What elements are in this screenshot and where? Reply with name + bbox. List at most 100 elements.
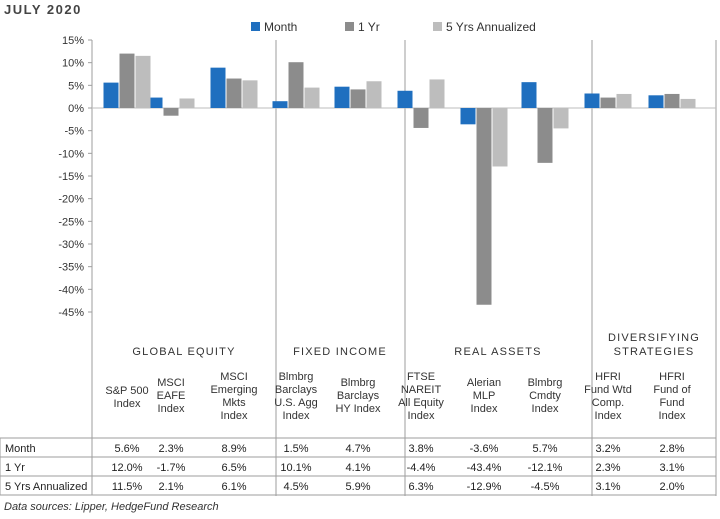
table-row-label: 5 Yrs Annualized [5,481,87,493]
table-cell: 5.9% [345,481,370,493]
bar-1-yr [537,108,553,163]
category-label: Barclays [337,390,380,402]
category-label: Index [471,403,498,415]
table-cell: -1.7% [157,462,186,474]
bar-month [272,101,288,108]
bar-5-yrs-annualized [179,98,195,108]
group-label: GLOBAL EQUITY [132,346,235,358]
legend-swatch [433,22,442,31]
bar-month [460,108,476,125]
table-cell: 2.8% [659,443,684,455]
legend-swatch [251,22,260,31]
bar-month [210,67,226,108]
category-label: MSCI [157,377,185,389]
table-cell: 2.1% [158,481,183,493]
table-cell: 6.5% [221,462,246,474]
table-row-label: 1 Yr [5,462,25,474]
category-label: Index [158,403,185,415]
bar-month [147,97,163,108]
category-label: Cmdty [529,390,561,402]
table-cell: -3.6% [470,443,499,455]
table-cell: 4.1% [345,462,370,474]
category-label: All Equity [398,397,444,409]
y-tick-label: -30% [58,239,84,251]
category-label: Index [532,403,559,415]
y-tick-label: 10% [62,58,84,70]
table-cell: 10.1% [280,462,311,474]
table-cell: 8.9% [221,443,246,455]
bar-1-yr [664,93,680,108]
bar-5-yrs-annualized [242,80,258,108]
table-cell: 5.6% [114,443,139,455]
y-tick-label: -10% [58,148,84,160]
category-label: Barclays [275,384,318,396]
bar-5-yrs-annualized [553,108,569,129]
table-cell: 12.0% [111,462,142,474]
y-tick-label: -45% [58,307,84,319]
table-cell: 2.3% [595,462,620,474]
table-cell: 2.0% [659,481,684,493]
bar-5-yrs-annualized [492,108,508,167]
legend-label: 1 Yr [358,20,380,34]
category-label: Blmbrg [341,377,376,389]
legend-swatch [345,22,354,31]
category-label: Index [659,410,686,422]
category-label: HFRI [595,371,621,383]
category-label: HFRI [659,371,685,383]
group-label: REAL ASSETS [454,346,541,358]
bar-5-yrs-annualized [304,87,320,108]
group-label: DIVERSIFYING [608,332,700,344]
y-tick-label: -20% [58,194,84,206]
category-label: Blmbrg [528,377,563,389]
bar-5-yrs-annualized [366,81,382,108]
category-label: MLP [473,390,496,402]
chart-title: JULY 2020 [4,2,82,17]
category-label: EAFE [157,390,186,402]
bar-month [584,93,600,108]
bar-5-yrs-annualized [135,55,151,108]
bar-5-yrs-annualized [680,98,696,108]
category-label: S&P 500 [105,385,148,397]
category-label: Fund [659,397,684,409]
legend-label: Month [264,20,297,34]
group-label: FIXED INCOME [293,346,387,358]
table-cell: 6.3% [408,481,433,493]
table-cell: 2.3% [158,443,183,455]
y-tick-label: -25% [58,216,84,228]
table-cell: 1.5% [283,443,308,455]
table-cell: 3.2% [595,443,620,455]
table-cell: -4.5% [531,481,560,493]
table-cell: 3.1% [595,481,620,493]
table-cell: 11.5% [112,481,143,493]
category-label: Alerian [467,377,501,389]
table-row-label: Month [5,443,36,455]
table-cell: 5.7% [532,443,557,455]
category-label: Index [408,410,435,422]
y-tick-label: 15% [62,35,84,47]
y-tick-label: -40% [58,284,84,296]
category-label: Index [221,410,248,422]
table-cell: -12.1% [528,462,563,474]
table-cell: 4.7% [345,443,370,455]
category-label: Fund Wtd [584,384,632,396]
y-tick-label: -5% [64,126,84,138]
table-cell: 4.5% [283,481,308,493]
category-label: Mkts [222,397,246,409]
bar-1-yr [226,78,242,108]
data-source-note: Data sources: Lipper, HedgeFund Research [4,501,219,513]
bar-1-yr [163,108,179,116]
table-cell: 3.8% [408,443,433,455]
category-label: HY Index [335,403,381,415]
y-tick-label: -15% [58,171,84,183]
group-label: STRATEGIES [614,346,695,358]
category-label: MSCI [220,371,248,383]
table-cell: -12.9% [467,481,502,493]
legend-label: 5 Yrs Annualized [446,20,536,34]
y-tick-label: 0% [68,103,84,115]
category-label: Index [283,410,310,422]
table-cell: -43.4% [467,462,502,474]
bar-1-yr [119,53,135,108]
bar-1-yr [288,62,304,108]
category-label: Blmbrg [279,371,314,383]
bar-1-yr [476,108,492,305]
